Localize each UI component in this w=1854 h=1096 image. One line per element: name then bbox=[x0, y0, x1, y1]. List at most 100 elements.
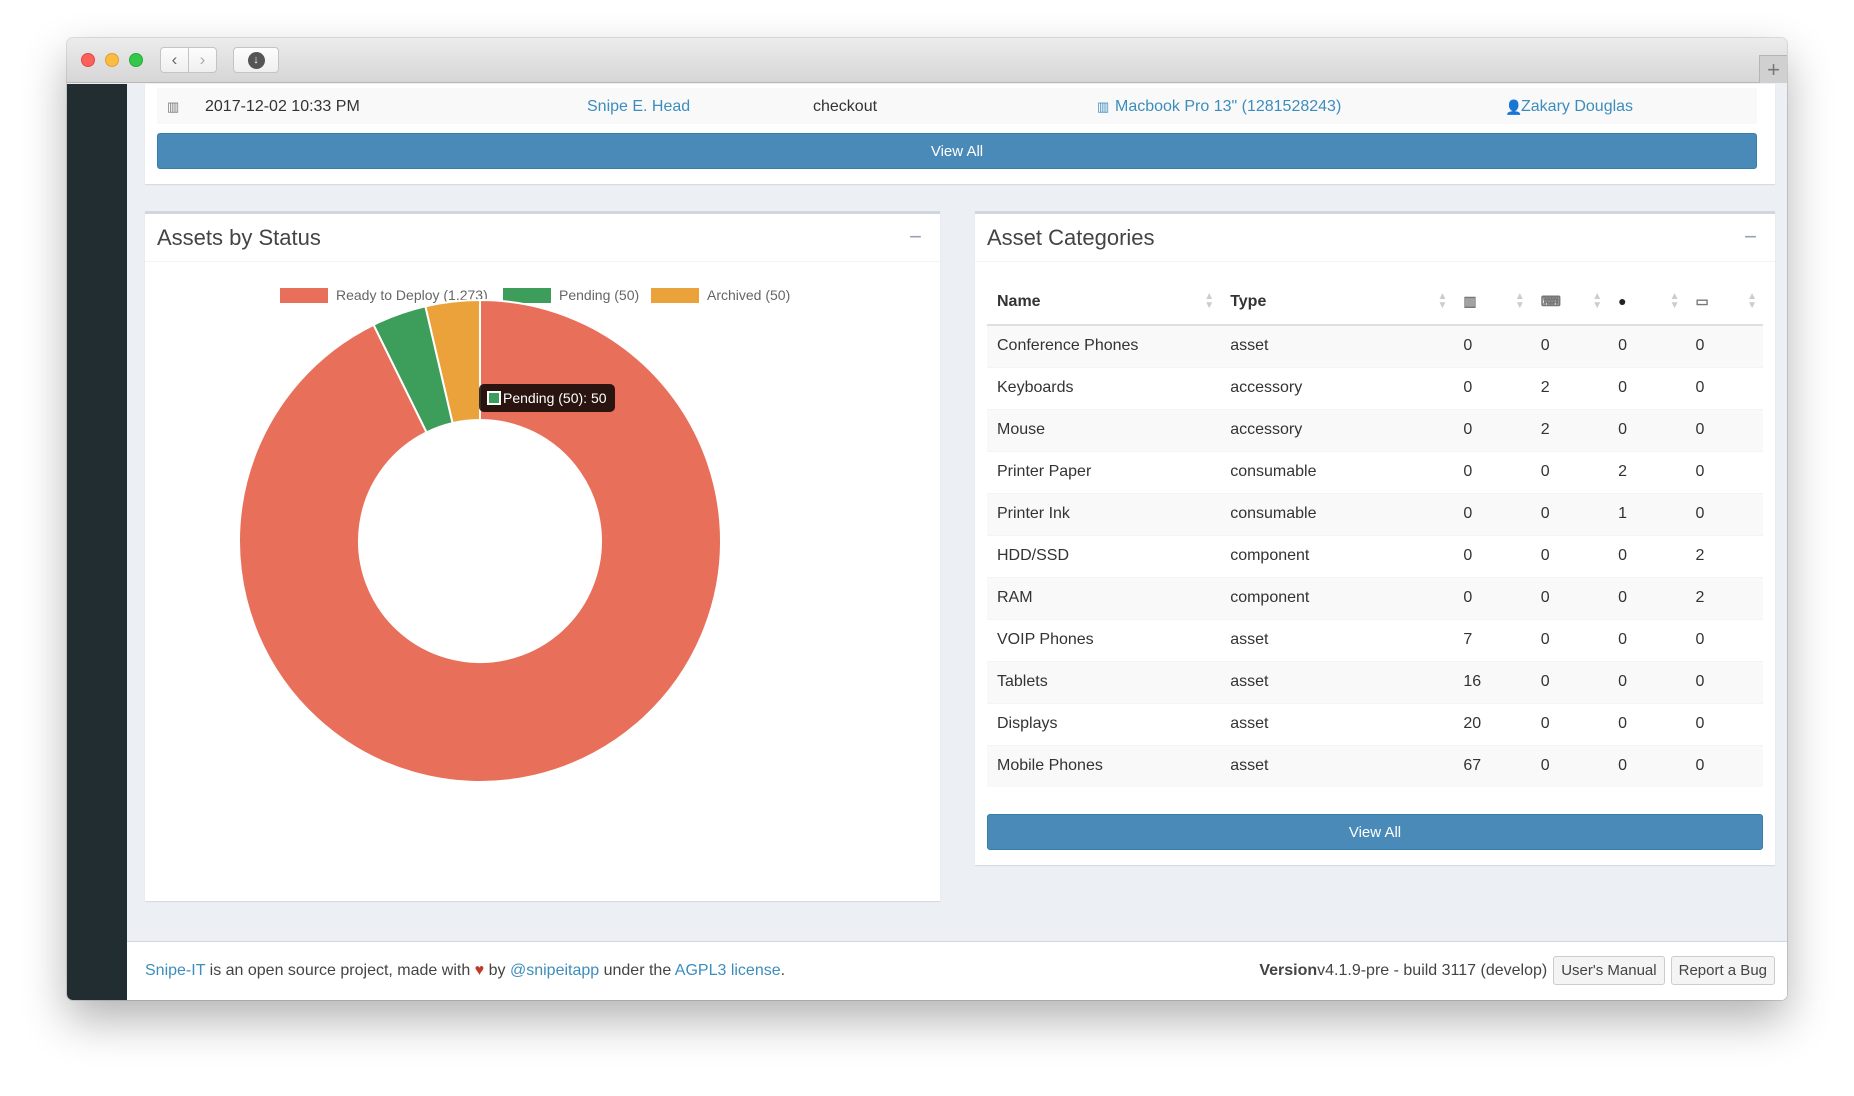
maximize-window-button[interactable] bbox=[129, 53, 143, 67]
column-header-consumables[interactable]: ● ▲ ▼ bbox=[1608, 279, 1686, 326]
assets-count: 0 bbox=[1453, 324, 1531, 367]
consumables-count: 0 bbox=[1608, 534, 1686, 577]
category-name-link[interactable]: RAM bbox=[987, 576, 1221, 619]
sort-icon: ▲ ▼ bbox=[1592, 291, 1603, 311]
column-header-type[interactable]: Type ▲ ▼ bbox=[1220, 279, 1454, 326]
assets-count: 0 bbox=[1453, 366, 1531, 409]
footer-text: is an open source project, made with bbox=[205, 962, 475, 979]
legend-item-archived[interactable]: Archived (50) bbox=[651, 287, 790, 303]
recent-activity-box: ▥ 2017-12-02 10:33 PM Snipe E. Head chec… bbox=[145, 84, 1775, 184]
table-row: Conference Phones asset 0 0 0 0 bbox=[987, 324, 1763, 367]
header-label: Name bbox=[997, 292, 1041, 310]
chevron-right-icon: › bbox=[199, 50, 206, 69]
category-type: component bbox=[1220, 576, 1454, 619]
table-row: Mobile Phones asset 67 0 0 0 bbox=[987, 744, 1763, 787]
category-name-link[interactable]: Mouse bbox=[987, 408, 1221, 451]
activity-view-all-button[interactable]: View All bbox=[157, 133, 1757, 169]
hdd-icon: ▭ bbox=[1695, 292, 1709, 309]
category-name-link[interactable]: HDD/SSD bbox=[987, 534, 1221, 577]
back-button[interactable]: ‹ bbox=[160, 47, 189, 73]
assets-by-status-box: Assets by Status − Ready to Deploy (1,27… bbox=[145, 211, 940, 901]
table-header-row: Name ▲ ▼ Type ▲ ▼ ▥ ▲ ▼ ⌨ ▲ ▼ ● ▲ ▼ ▭ ▲ ▼ bbox=[987, 279, 1763, 326]
consumables-count: 0 bbox=[1608, 576, 1686, 619]
forward-button[interactable]: › bbox=[188, 47, 217, 73]
assets-count: 16 bbox=[1453, 660, 1531, 703]
header-label: Type bbox=[1230, 292, 1267, 310]
category-name-link[interactable]: Keyboards bbox=[987, 366, 1221, 409]
category-name-link[interactable]: Conference Phones bbox=[987, 324, 1221, 367]
category-type: asset bbox=[1220, 324, 1454, 367]
downloads-button[interactable]: ↓ bbox=[233, 47, 279, 73]
version-value: v4.1.9-pre - build 3117 (develop) bbox=[1317, 961, 1548, 979]
box-title: Assets by Status bbox=[157, 225, 321, 250]
assets-count: 0 bbox=[1453, 534, 1531, 577]
category-type: accessory bbox=[1220, 408, 1454, 451]
components-count: 0 bbox=[1685, 702, 1763, 745]
collapse-button[interactable]: − bbox=[909, 224, 922, 249]
category-type: asset bbox=[1220, 744, 1454, 787]
minimize-window-button[interactable] bbox=[105, 53, 119, 67]
table-row: Printer Paper consumable 0 0 2 0 bbox=[987, 450, 1763, 493]
column-header-accessories[interactable]: ⌨ ▲ ▼ bbox=[1530, 279, 1609, 326]
sort-icon: ▲ ▼ bbox=[1437, 291, 1448, 311]
asset-categories-box: Asset Categories − Name ▲ ▼ Type ▲ ▼ ▥ ▲ ▼ ⌨ ▲ ▼… bbox=[975, 211, 1775, 865]
chevron-left-icon: ‹ bbox=[171, 50, 178, 69]
category-type: asset bbox=[1220, 618, 1454, 661]
accessories-count: 2 bbox=[1530, 366, 1609, 409]
category-name-link[interactable]: Tablets bbox=[987, 660, 1221, 703]
tooltip-text: Pending (50): 50 bbox=[503, 390, 607, 406]
title-bar: ‹ › ↓ + bbox=[67, 38, 1787, 83]
consumables-count: 0 bbox=[1608, 366, 1686, 409]
license-link[interactable]: AGPL3 license bbox=[674, 962, 781, 979]
sidebar bbox=[67, 84, 127, 1000]
components-count: 0 bbox=[1685, 618, 1763, 661]
plus-icon: + bbox=[1767, 56, 1780, 82]
components-count: 0 bbox=[1685, 744, 1763, 787]
category-name-link[interactable]: VOIP Phones bbox=[987, 618, 1221, 661]
assets-count: 20 bbox=[1453, 702, 1531, 745]
components-count: 0 bbox=[1685, 492, 1763, 535]
report-bug-button[interactable]: Report a Bug bbox=[1670, 956, 1775, 985]
slice-ready[interactable] bbox=[238, 298, 722, 783]
column-header-name[interactable]: Name ▲ ▼ bbox=[987, 279, 1221, 326]
category-name-link[interactable]: Printer Paper bbox=[987, 450, 1221, 493]
column-header-assets[interactable]: ▥ ▲ ▼ bbox=[1453, 279, 1531, 326]
footer-text: . bbox=[780, 962, 786, 979]
components-count: 0 bbox=[1685, 660, 1763, 703]
legend-item-ready[interactable]: Ready to Deploy (1,273) bbox=[280, 287, 488, 303]
category-name-link[interactable]: Mobile Phones bbox=[987, 744, 1221, 787]
components-count: 0 bbox=[1685, 408, 1763, 451]
keyboard-icon: ⌨ bbox=[1540, 292, 1561, 309]
assets-count: 67 bbox=[1453, 744, 1531, 787]
column-header-components[interactable]: ▭ ▲ ▼ bbox=[1685, 279, 1763, 326]
activity-action: checkout bbox=[813, 98, 878, 115]
legend-item-pending[interactable]: Pending (50) bbox=[503, 287, 639, 303]
download-icon: ↓ bbox=[247, 51, 265, 69]
categories-view-all-button[interactable]: View All bbox=[987, 814, 1763, 850]
legend-label: Ready to Deploy (1,273) bbox=[336, 287, 488, 303]
new-tab-button[interactable]: + bbox=[1759, 55, 1787, 83]
category-name-link[interactable]: Displays bbox=[987, 702, 1221, 745]
assets-count: 0 bbox=[1453, 408, 1531, 451]
assets-count: 0 bbox=[1453, 492, 1531, 535]
category-name-link[interactable]: Printer Ink bbox=[987, 492, 1221, 535]
collapse-button[interactable]: − bbox=[1744, 224, 1757, 249]
activity-admin-link[interactable]: Snipe E. Head bbox=[587, 98, 691, 115]
tooltip-swatch bbox=[487, 391, 501, 405]
snipeitapp-link[interactable]: @snipeitapp bbox=[509, 962, 600, 979]
activity-row: ▥ 2017-12-02 10:33 PM Snipe E. Head chec… bbox=[157, 88, 1757, 124]
components-count: 0 bbox=[1685, 450, 1763, 493]
users-manual-button[interactable]: User's Manual bbox=[1553, 956, 1665, 985]
barcode-icon: ▥ bbox=[1463, 292, 1477, 309]
components-count: 0 bbox=[1685, 324, 1763, 367]
close-window-button[interactable] bbox=[81, 53, 95, 67]
consumables-count: 1 bbox=[1608, 492, 1686, 535]
category-type: accessory bbox=[1220, 366, 1454, 409]
table-row: Tablets asset 16 0 0 0 bbox=[987, 660, 1763, 703]
category-type: asset bbox=[1220, 702, 1454, 745]
table-row: Displays asset 20 0 0 0 bbox=[987, 702, 1763, 745]
snipeit-link[interactable]: Snipe-IT bbox=[145, 962, 206, 979]
accessories-count: 0 bbox=[1530, 324, 1609, 367]
activity-target-link[interactable]: Zakary Douglas bbox=[1521, 98, 1634, 115]
activity-item-link[interactable]: Macbook Pro 13" (1281528243) bbox=[1115, 98, 1342, 115]
